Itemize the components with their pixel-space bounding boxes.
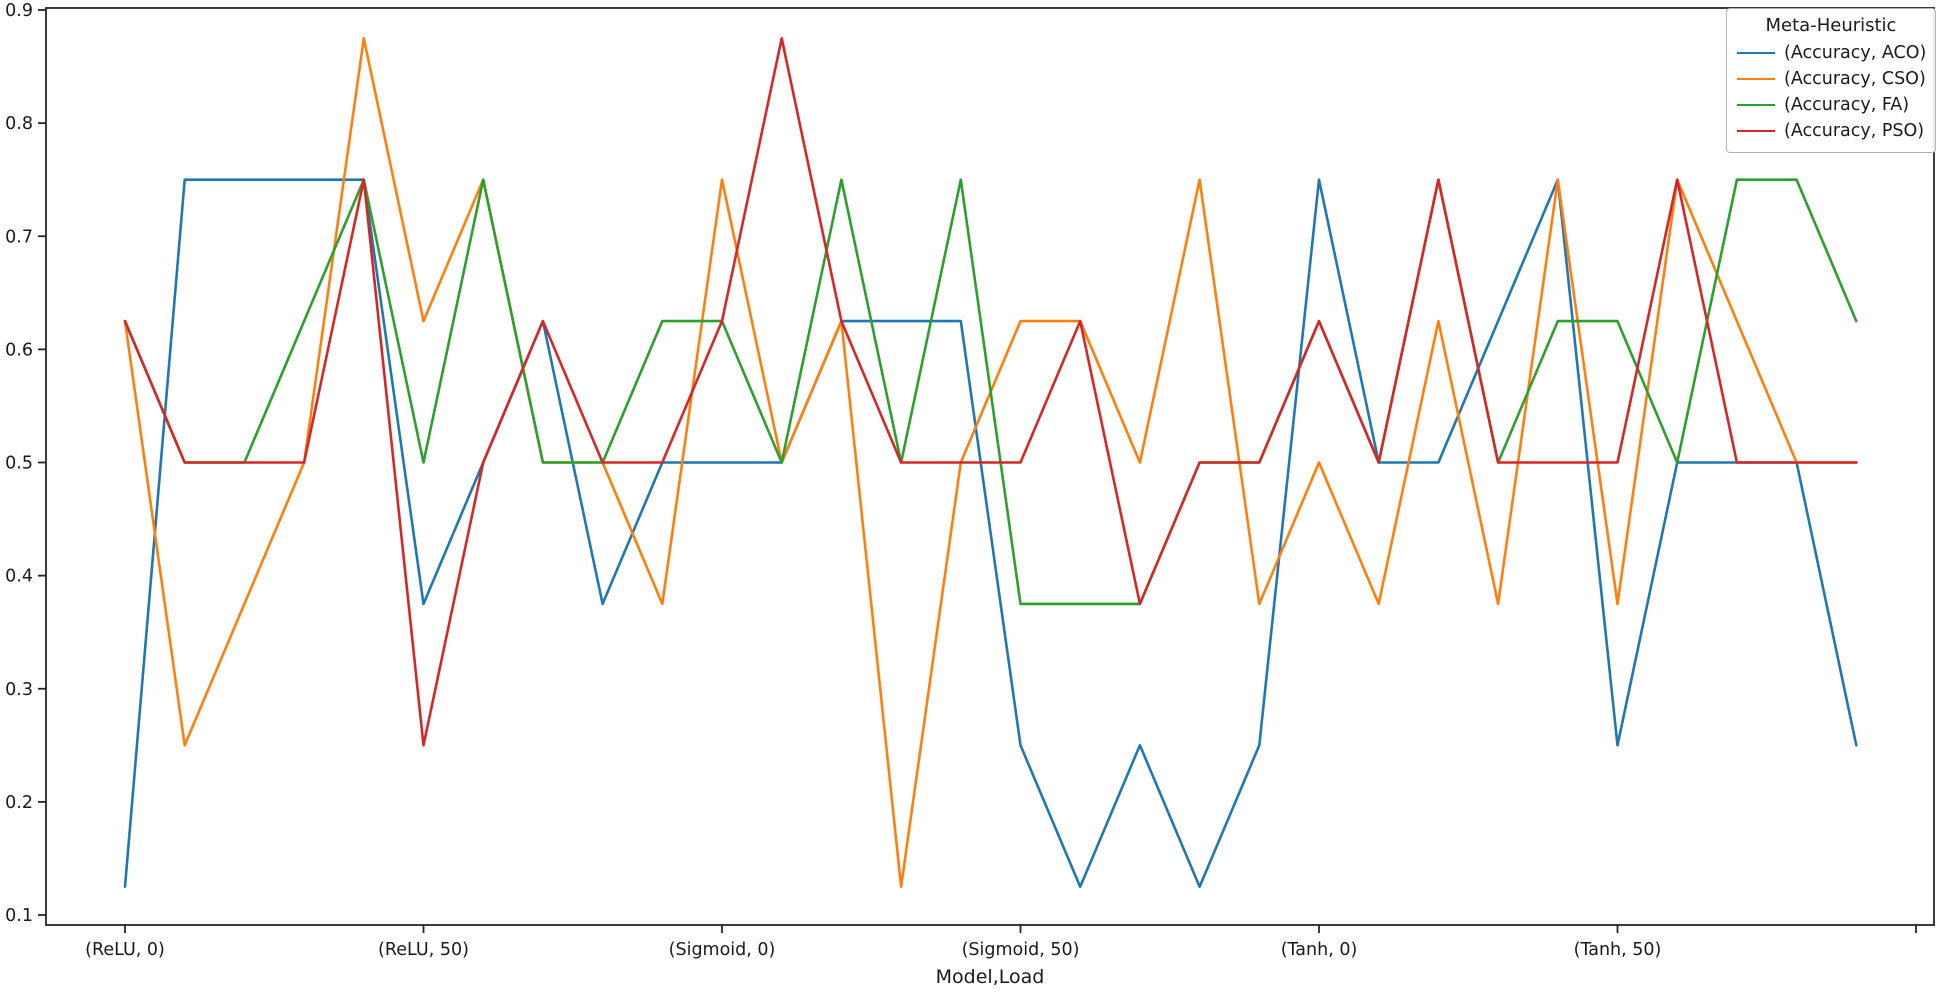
legend-line-swatch (1737, 104, 1775, 106)
x-tick-label: (Sigmoid, 50) (962, 940, 1080, 960)
y-tick-label: 0.3 (5, 680, 33, 700)
legend-item-label: (Accuracy, FA) (1784, 95, 1910, 115)
legend-item: (Accuracy, FA) (1737, 92, 1925, 118)
x-tick-label: (Tanh, 50) (1574, 940, 1662, 960)
x-tick-label: (ReLU, 50) (378, 940, 469, 960)
x-tick-label: (Sigmoid, 0) (669, 940, 776, 960)
y-tick-label: 0.2 (5, 793, 33, 813)
legend-item-label: (Accuracy, CSO) (1784, 69, 1926, 89)
x-tick-label: (Tanh, 0) (1281, 940, 1358, 960)
legend-line-swatch (1737, 78, 1775, 80)
legend-item-label: (Accuracy, ACO) (1784, 43, 1927, 63)
y-tick-label: 0.6 (5, 340, 33, 360)
y-tick-label: 0.8 (5, 114, 33, 134)
legend-line-swatch (1737, 52, 1775, 54)
legend-item: (Accuracy, ACO) (1737, 40, 1927, 66)
legend-item-label: (Accuracy, PSO) (1784, 121, 1925, 141)
x-axis-title: Model,Load (935, 966, 1045, 988)
y-tick-label: 0.7 (5, 227, 33, 247)
legend-item: (Accuracy, PSO) (1737, 118, 1925, 144)
y-tick-label: 0.5 (5, 454, 33, 474)
legend-items: (Accuracy, ACO) (Accuracy, CSO) (Accuracy,… (1737, 40, 1927, 144)
y-tick-label: 0.1 (5, 906, 33, 926)
series-line--accuracy-pso- (123, 36, 1858, 747)
legend: Meta-Heuristic (Accuracy, ACO) (Accuracy,… (1726, 8, 1936, 153)
y-tick-label: 0.9 (5, 1, 33, 21)
legend-title: Meta-Heuristic (1765, 15, 1897, 36)
y-tick-label: 0.4 (5, 567, 33, 587)
plot-area (45, 7, 1935, 926)
x-tick-label: (ReLU, 0) (85, 940, 165, 960)
legend-line-swatch (1737, 130, 1775, 132)
legend-item: (Accuracy, CSO) (1737, 66, 1926, 92)
series-line--accuracy-fa- (123, 178, 1858, 606)
series-line--accuracy-aco- (123, 178, 1858, 889)
